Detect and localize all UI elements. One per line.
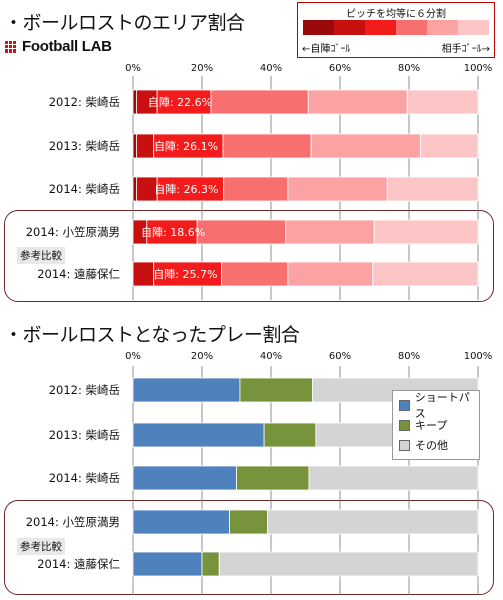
football-lab-logo: Football LAB [5,38,112,55]
bar-segment [372,261,479,287]
area-legend-title: ピッチを均等に６分割 [346,9,446,20]
x-tick-label: 100% [464,63,493,74]
bar-segment [132,176,137,202]
area-legend-swatches [303,20,489,35]
area-legend-swatch [334,20,365,35]
x-tick-label: 60% [329,351,351,362]
bar-segment [267,509,479,535]
bar-segment [307,89,408,115]
bar-segment [285,219,375,245]
x-tick-label: 60% [329,63,351,74]
category-label: 2012: 柴崎岳 [49,95,120,109]
bar-segment [287,261,374,287]
own-half-annotation: 自陣: 18.6% [141,226,205,239]
chart1-title: ・ボールロストのエリア割合 [4,12,245,34]
x-tick-label: 40% [260,351,282,362]
chart2-title: ・ボールロストとなったプレー割合 [4,324,300,346]
logo-grid-icon [5,40,18,53]
reference-comparison-box-1 [4,210,494,302]
bar-segment [132,422,265,448]
legend-item: その他 [393,435,479,455]
category-label: 2013: 柴崎岳 [49,139,120,153]
reference-comparison-label-2: 参考比較 [17,538,65,555]
area-legend-swatch [458,20,489,35]
area-legend-left-label: ←自陣ｺﾞｰﾙ [302,44,351,55]
bar-segment [239,377,313,403]
area-legend-right-label: 相手ｺﾞｰﾙ→ [441,44,490,55]
category-label: 2014: 遠藤保仁 [37,557,120,571]
own-half-annotation: 自陣: 22.6% [148,96,212,109]
legend-label: キープ [415,419,448,432]
bar-segment [132,133,137,159]
bar-segment [218,551,479,577]
category-label: 2012: 柴崎岳 [49,383,120,397]
legend-swatch [399,419,410,431]
bar-segment [196,219,287,245]
bar-segment [156,89,212,115]
category-label: 2014: 遠藤保仁 [37,267,120,281]
legend-swatch [399,439,410,451]
bar-segment [136,133,155,159]
bar-segment [287,176,388,202]
area-legend-swatch [427,20,458,35]
bar-segment [222,133,312,159]
legend-label: ショートパス [414,391,470,420]
own-half-annotation: 自陣: 26.3% [154,183,218,196]
legend-swatch [399,399,410,411]
category-label: 2013: 柴崎岳 [49,428,120,442]
bar-segment [308,465,479,491]
area-legend-swatch [365,20,396,35]
x-tick-label: 100% [464,351,493,362]
bar-segment [132,377,241,403]
x-tick-label: 40% [260,63,282,74]
bar-segment [153,261,223,287]
x-tick-label: 80% [398,63,420,74]
bar-segment [221,261,289,287]
category-label: 2014: 小笠原満男 [26,515,120,529]
reference-comparison-box-2 [4,500,494,595]
bar-segment [406,89,479,115]
bar-segment [210,89,309,115]
bar-segment [236,465,310,491]
x-tick-label: 80% [398,351,420,362]
play-type-legend: ショートパス キープその他 [392,390,480,460]
own-half-annotation: 自陣: 25.7% [153,268,217,281]
legend-item: ショートパス [393,391,479,420]
category-label: 2014: 柴崎岳 [49,471,120,485]
play-type-chart: 0% 20% 40% 60% 80% 100% 2012: 柴崎岳 2013: 柴崎岳 2014… [26,351,493,595]
bar-segment [132,551,203,577]
area-loss-chart: 0% 20% 40% 60% 80% 100% 2012: 柴崎岳 自陣: 22.6% 2013… [26,63,493,300]
logo-text: Football LAB [22,38,112,55]
area-legend-swatch [303,20,334,35]
category-label: 2014: 小笠原満男 [26,225,120,239]
bar-segment [132,509,230,535]
area-legend: ピッチを均等に６分割 ←自陣ｺﾞｰﾙ 相手ｺﾞｰﾙ→ [297,2,495,58]
bar-segment [310,133,421,159]
bar-segment [223,176,289,202]
reference-comparison-label-1: 参考比較 [17,247,65,264]
bar-segment [229,509,268,535]
own-half-annotation: 自陣: 26.1% [154,140,218,153]
category-label: 2014: 柴崎岳 [49,182,120,196]
legend-item: キープ [393,415,479,435]
bar-segment [132,465,237,491]
bar-segment [263,422,317,448]
bar-segment [201,551,220,577]
x-tick-label: 0% [125,63,141,74]
bar-segment [156,176,225,202]
bar-segment [373,219,479,245]
bar-segment [419,133,479,159]
bar-segment [386,176,479,202]
area-legend-swatch [396,20,427,35]
legend-label: その他 [415,439,448,452]
x-tick-label: 0% [125,351,141,362]
bar-segment [132,261,155,287]
x-tick-label: 20% [191,63,213,74]
bar-segment [132,89,137,115]
x-tick-label: 20% [191,351,213,362]
